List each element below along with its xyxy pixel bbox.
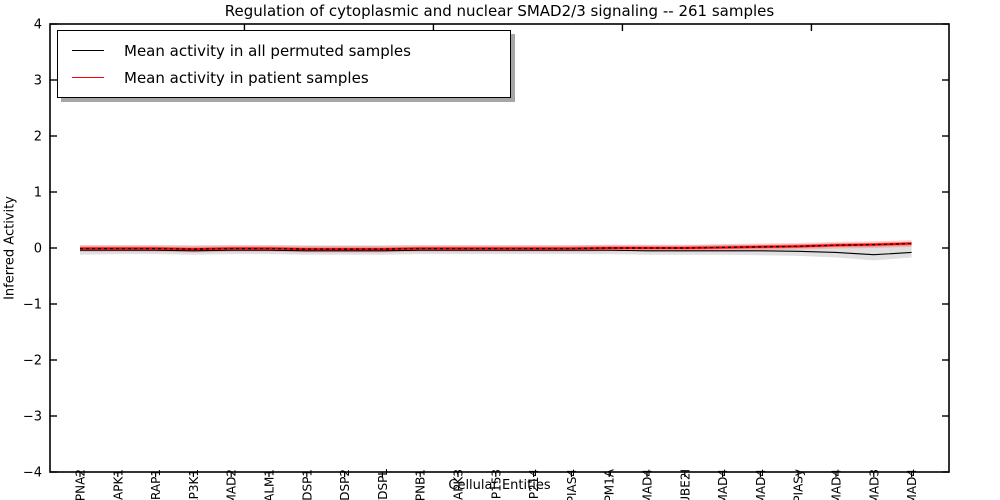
x-category-label: CALM1 (263, 469, 277, 500)
y-tick-label: −1 (23, 298, 42, 313)
x-category-label: UBE2I (678, 469, 692, 500)
x-category-label: SMAD3/SMAD4 (905, 469, 919, 500)
x-axis-label: Cellular Entities (448, 478, 551, 493)
y-tick-label: −4 (23, 466, 42, 481)
legend: Mean activity in all permuted samples Me… (57, 30, 511, 98)
legend-label-permuted: Mean activity in all permuted samples (124, 41, 411, 60)
legend-item-permuted: Mean activity in all permuted samples (58, 37, 510, 64)
x-category-label: MAPK3 (452, 469, 466, 500)
series-line-0 (80, 249, 912, 256)
y-tick-label: 3 (34, 74, 42, 89)
y-tick-label: 1 (34, 186, 42, 201)
x-category-label: SMAD2 (225, 469, 239, 500)
x-category-label: KPNB1 (414, 469, 428, 500)
x-category-label: KPNA2 (74, 469, 88, 500)
x-category-label: SMAD4 (641, 469, 655, 500)
patient-line-sample (72, 77, 104, 78)
y-tick-label: −3 (23, 410, 42, 425)
legend-label-patient: Mean activity in patient samples (124, 68, 369, 87)
x-category-label: PIAS4 (565, 469, 579, 500)
legend-item-patient: Mean activity in patient samples (58, 64, 510, 91)
y-axis-label: Inferred Activity (2, 196, 18, 300)
dashed-overlay-line (80, 242, 912, 250)
y-tick-label: 4 (34, 18, 42, 33)
x-category-label: SMAD2/SMAD4 (754, 469, 768, 500)
x-category-label: CTDSP1 (300, 469, 314, 500)
x-category-label: PPM1A (603, 468, 617, 500)
x-category-label: SMAD2/SMAD2/SMAD4 (830, 469, 844, 500)
x-category-label: TGFBRAP1 (149, 469, 163, 500)
x-category-label: NUP214 (527, 469, 541, 500)
x-category-label: MAP3K1 (187, 469, 201, 500)
y-tick-label: 2 (34, 130, 42, 145)
x-category-label: SMAD3 (867, 469, 881, 500)
x-category-label: MAPK1 (111, 469, 125, 500)
x-category-label: CTDSP2 (338, 469, 352, 500)
x-category-label: TRAP-1/SMAD4 (716, 469, 730, 500)
permuted-line-sample (72, 50, 104, 51)
y-tick-label: −2 (23, 354, 42, 369)
x-category-label: SMAD4/Ubc9/PIASy (792, 469, 806, 500)
x-category-label: CTDSPL (376, 469, 390, 500)
y-tick-label: 0 (34, 242, 42, 257)
chart-title: Regulation of cytoplasmic and nuclear SM… (224, 2, 775, 20)
x-category-label: NUP153 (489, 469, 503, 500)
